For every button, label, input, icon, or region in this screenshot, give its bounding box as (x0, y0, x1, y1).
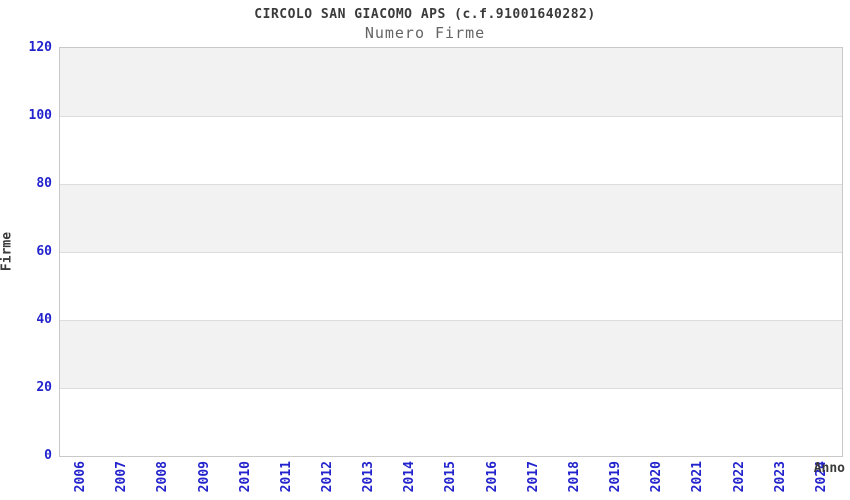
plot-area: 6280721019810810296879889891031029182806… (59, 47, 843, 457)
y-tick-label: 60 (36, 244, 52, 259)
x-tick-cell: 2014 (389, 461, 430, 500)
x-tick-cell: 2019 (595, 461, 636, 500)
x-tick-label: 2013 (361, 461, 377, 493)
x-tick-label: 2009 (196, 461, 212, 493)
x-tick-cell: 2020 (636, 461, 677, 500)
x-tick-cell: 2023 (760, 461, 801, 500)
x-tick-cell: 2015 (430, 461, 471, 500)
y-tick-label: 100 (28, 108, 52, 123)
x-tick-cell: 2011 (266, 461, 307, 500)
chart-subtitle: Numero Firme (364, 24, 486, 42)
x-tick-cell: 2021 (677, 461, 718, 500)
x-tick-cell: 2016 (472, 461, 513, 500)
x-tick-cell: 2010 (225, 461, 266, 500)
x-tick-label: 2011 (278, 461, 294, 493)
plot-band (60, 184, 842, 252)
x-tick-label: 2012 (320, 461, 336, 493)
x-tick-label: 2015 (443, 461, 459, 493)
x-axis-title: Anno (813, 461, 845, 476)
x-tick-cell: 2017 (513, 461, 554, 500)
x-tick-label: 2018 (566, 461, 582, 493)
y-tick-label: 80 (36, 176, 52, 191)
x-tick-cell: 2018 (554, 461, 595, 500)
x-tick-label: 2008 (155, 461, 171, 493)
y-tick-label: 20 (36, 380, 52, 395)
plot-band (60, 320, 842, 388)
y-tick-label: 120 (28, 40, 52, 55)
gridline (60, 252, 842, 253)
x-tick-cell: 2012 (307, 461, 348, 500)
x-tick-label: 2016 (484, 461, 500, 493)
y-tick-label: 0 (44, 448, 52, 463)
x-axis-tick-labels: 2006 2007 2008 2009 2010 2011 2012 2013 2014 2015… (60, 461, 842, 500)
x-tick-cell: 2013 (348, 461, 389, 500)
gridline (60, 116, 842, 117)
x-tick-label: 2023 (772, 461, 788, 493)
x-tick-label: 2006 (73, 461, 89, 493)
gridline (60, 320, 842, 321)
plot-band (60, 252, 842, 320)
x-tick-label: 2014 (402, 461, 418, 493)
x-tick-label: 2020 (649, 461, 665, 493)
x-tick-cell: 2008 (142, 461, 183, 500)
x-tick-label: 2017 (525, 461, 541, 493)
chart-title: CIRCOLO SAN GIACOMO APS (c.f.91001640282… (254, 7, 596, 22)
x-tick-label: 2021 (690, 461, 706, 493)
x-tick-label: 2007 (114, 461, 130, 493)
x-tick-label: 2022 (731, 461, 747, 493)
x-tick-label: 2019 (608, 461, 624, 493)
x-tick-cell: 2022 (719, 461, 760, 500)
plot-band (60, 48, 842, 116)
plot-band (60, 388, 842, 456)
x-tick-cell: 2009 (183, 461, 224, 500)
gridline (60, 388, 842, 389)
x-tick-cell: 2006 (60, 461, 101, 500)
x-tick-label: 2010 (237, 461, 253, 493)
x-tick-cell: 2007 (101, 461, 142, 500)
plot-band (60, 116, 842, 184)
y-tick-label: 40 (36, 312, 52, 327)
gridline (60, 184, 842, 185)
